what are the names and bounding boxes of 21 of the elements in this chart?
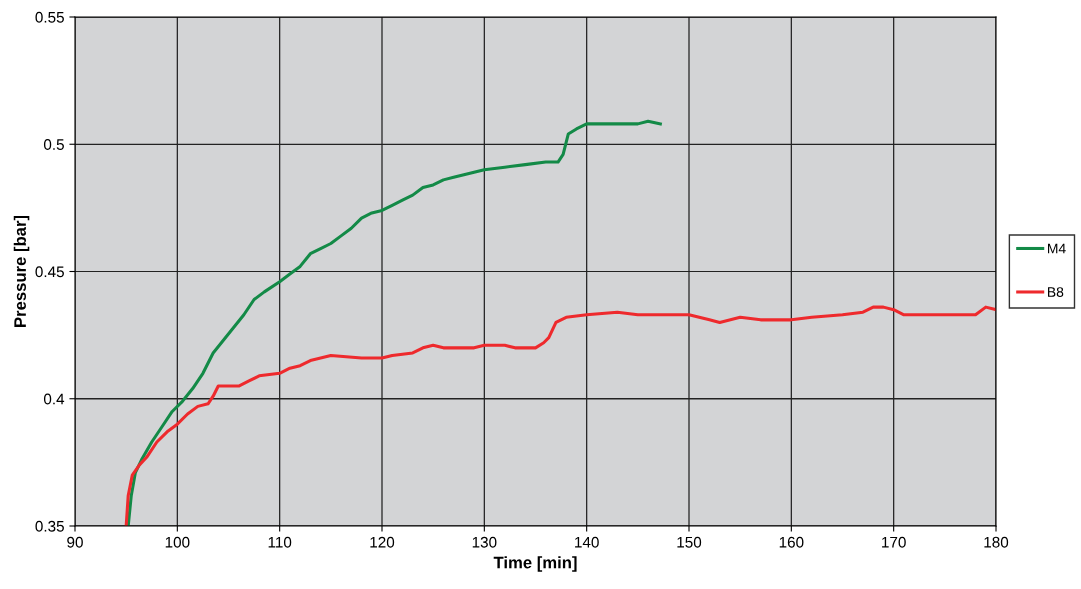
y-axis-title: Pressure [bar] [13, 215, 30, 327]
x-tick-label: 160 [779, 536, 804, 548]
y-tick-label: 0.4 [43, 393, 65, 405]
x-tick-label: 120 [370, 536, 395, 548]
legend-label: M4 [1048, 243, 1066, 254]
x-tick-label: 110 [268, 536, 292, 548]
y-tick-label: 0.45 [35, 266, 64, 278]
x-tick-label: 130 [472, 536, 497, 548]
x-tick-label: 100 [165, 536, 190, 548]
x-axis-title: Time [min] [493, 556, 577, 572]
legend-label: B8 [1048, 287, 1064, 297]
x-tick-label: 90 [67, 536, 83, 548]
x-tick-label: 180 [984, 536, 1009, 548]
x-tick-label: 170 [882, 536, 906, 548]
y-tick-label: 0.55 [35, 11, 64, 23]
line-series [126, 119, 662, 526]
line-series [124, 305, 996, 526]
y-tick-label: 0.5 [43, 139, 64, 150]
y-tick-label: 0.35 [35, 520, 64, 532]
x-tick-label: 140 [575, 536, 599, 548]
x-tick-label: 150 [677, 536, 702, 548]
